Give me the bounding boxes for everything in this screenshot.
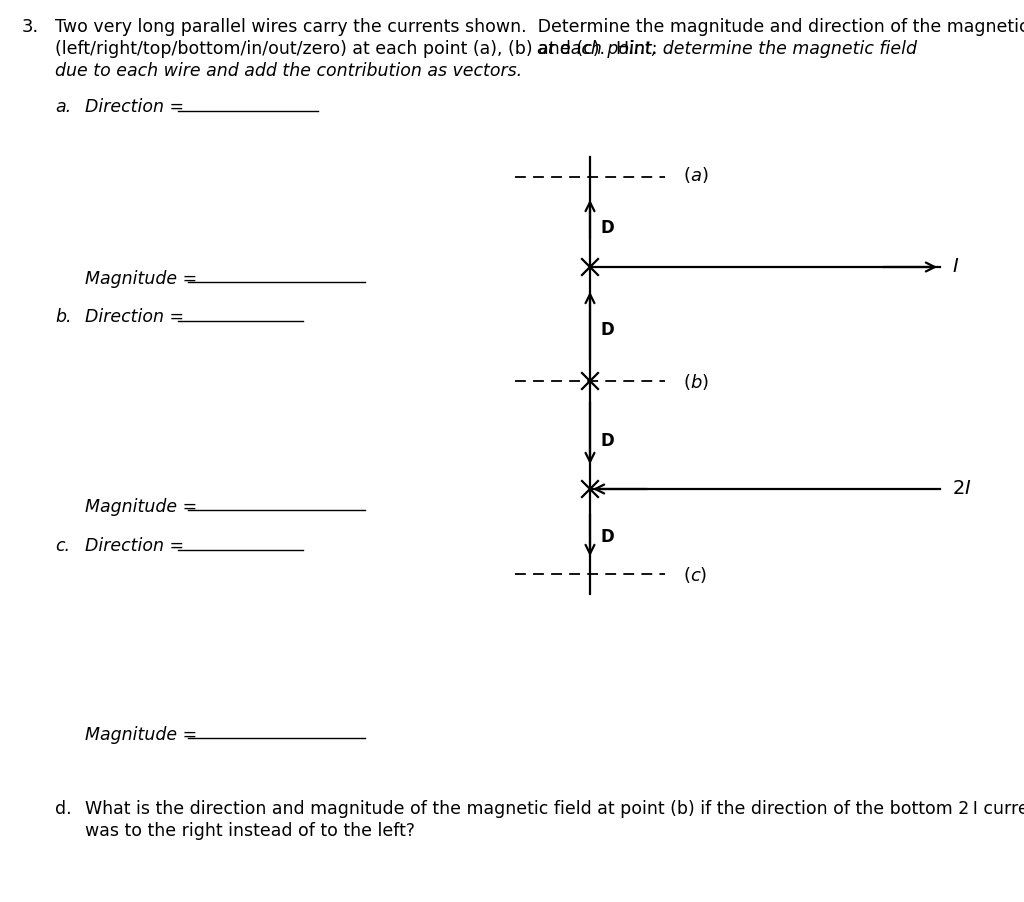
Text: Magnitude =: Magnitude = — [85, 497, 198, 515]
Text: Direction =: Direction = — [85, 537, 184, 555]
Text: due to each wire and add the contribution as vectors.: due to each wire and add the contributio… — [55, 62, 522, 80]
Text: Magnitude =: Magnitude = — [85, 725, 198, 743]
Text: $(c)$: $(c)$ — [683, 565, 708, 584]
Text: D: D — [600, 528, 613, 546]
Text: Direction =: Direction = — [85, 98, 184, 115]
Text: was to the right instead of to the left?: was to the right instead of to the left? — [85, 821, 415, 839]
Text: Magnitude =: Magnitude = — [85, 270, 198, 288]
Text: $I$: $I$ — [952, 257, 959, 276]
Text: d.: d. — [55, 799, 72, 817]
Text: 3.: 3. — [22, 18, 39, 36]
Text: D: D — [600, 320, 613, 338]
Text: Two very long parallel wires carry the currents shown.  Determine the magnitude : Two very long parallel wires carry the c… — [55, 18, 1024, 36]
Text: b.: b. — [55, 308, 72, 326]
Text: c.: c. — [55, 537, 70, 555]
Text: $(b)$: $(b)$ — [683, 372, 709, 391]
Text: Direction =: Direction = — [85, 308, 184, 326]
Text: D: D — [600, 219, 613, 236]
Text: $2I$: $2I$ — [952, 479, 972, 498]
Text: What is the direction and magnitude of the magnetic field at point (b) if the di: What is the direction and magnitude of t… — [85, 799, 1024, 817]
Text: D: D — [600, 431, 613, 449]
Text: (left/right/top/bottom/in/out/zero) at each point (a), (b) and (c).  Hint:: (left/right/top/bottom/in/out/zero) at e… — [55, 40, 663, 58]
Text: a.: a. — [55, 98, 71, 115]
Text: at each point, determine the magnetic field: at each point, determine the magnetic fi… — [537, 40, 918, 58]
Text: $(a)$: $(a)$ — [683, 165, 709, 185]
